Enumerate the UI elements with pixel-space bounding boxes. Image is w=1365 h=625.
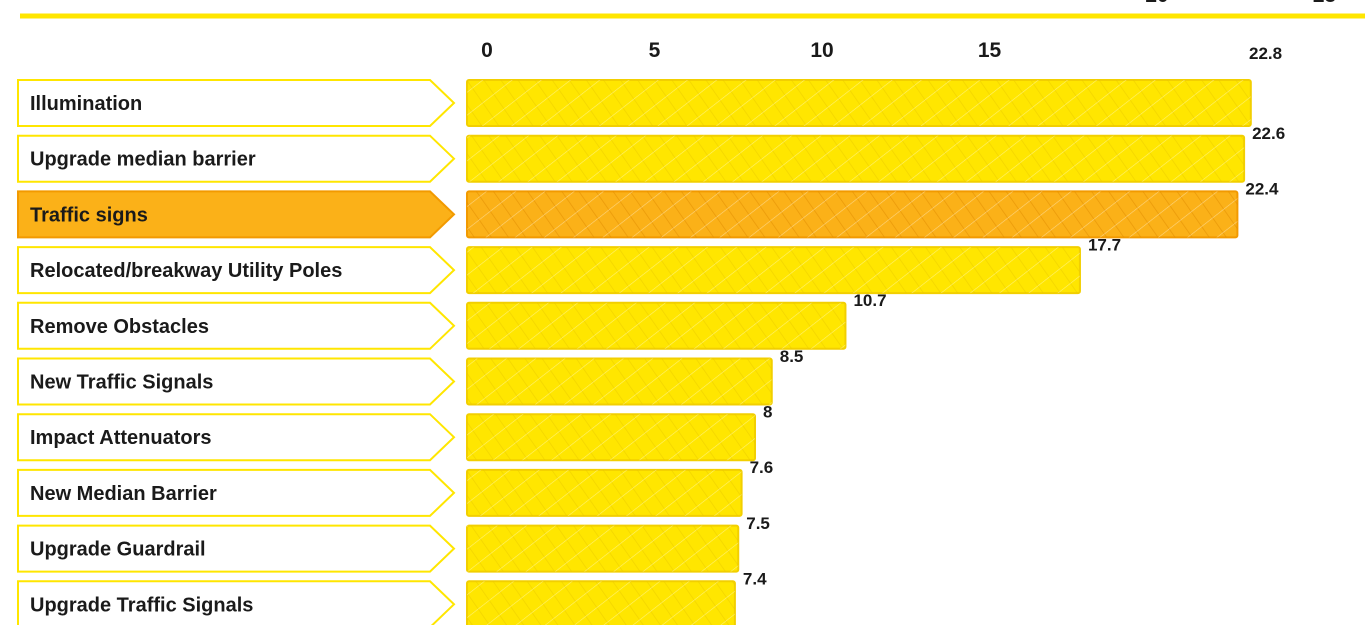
- bar-hatch-light: [467, 525, 739, 572]
- category-label-box: [17, 134, 456, 183]
- category-label-box: [17, 301, 456, 350]
- x-axis: 0 5 10 15 20 25: [481, 0, 1336, 62]
- category-label: New Median Barrier: [30, 483, 217, 505]
- x-tick-label: 15: [978, 39, 1002, 62]
- x-tick-label: 0: [481, 39, 493, 62]
- x-tick-label: 25: [1313, 0, 1337, 7]
- value-label: 22.8: [1249, 44, 1282, 63]
- bar-hatch-light: [467, 302, 846, 349]
- category-label: Remove Obstacles: [30, 316, 209, 338]
- category-label: Traffic signs: [30, 204, 148, 226]
- bar-hatch-light: [467, 80, 1251, 126]
- bar-hatch-light: [467, 581, 735, 625]
- category-labels-group: Illumination Upgrade median barrier Traffi…: [17, 79, 456, 625]
- value-label: 8: [763, 403, 772, 422]
- bar-hatch-light: [467, 358, 772, 405]
- x-tick-label: 20: [1145, 0, 1168, 7]
- value-label: 17.7: [1088, 235, 1121, 254]
- value-label: 8.5: [780, 347, 804, 366]
- value-label: 7.4: [743, 570, 767, 589]
- value-labels-group: 22.8 22.6 22.4 17.7 10.7 8.5 8 7.6 7.5 7.4: [743, 44, 1285, 589]
- bar-hatch-light: [467, 191, 1238, 238]
- category-label-box: [17, 580, 456, 625]
- category-label: Upgrade median barrier: [30, 149, 256, 171]
- category-label: Impact Attenuators: [30, 427, 212, 449]
- x-tick-label: 10: [810, 39, 833, 62]
- bar-hatch-light: [467, 135, 1245, 182]
- value-label: 22.4: [1245, 180, 1279, 199]
- bar-hatch-light: [467, 414, 755, 461]
- category-label-box: [17, 79, 456, 127]
- category-label: Illumination: [30, 93, 142, 115]
- value-label: 10.7: [853, 291, 886, 310]
- category-label: Upgrade Traffic Signals: [30, 594, 253, 616]
- x-tick-label: 5: [649, 39, 661, 62]
- bars-group: [466, 79, 1252, 625]
- category-label-box: [17, 413, 456, 462]
- bar-hatch-light: [467, 469, 742, 516]
- category-label-box: [17, 468, 456, 517]
- value-label: 7.5: [746, 514, 770, 533]
- category-label: New Traffic Signals: [30, 372, 213, 394]
- category-label-box: [17, 524, 456, 573]
- category-label: Upgrade Guardrail: [30, 539, 206, 561]
- value-label: 22.6: [1252, 124, 1285, 143]
- category-label-box: [17, 357, 456, 406]
- category-label: Relocated/breakway Utility Poles: [30, 260, 342, 282]
- category-label-box: [17, 246, 456, 295]
- value-label: 7.6: [750, 458, 774, 477]
- category-label-box: [17, 190, 456, 239]
- bar-hatch-light: [467, 247, 1080, 294]
